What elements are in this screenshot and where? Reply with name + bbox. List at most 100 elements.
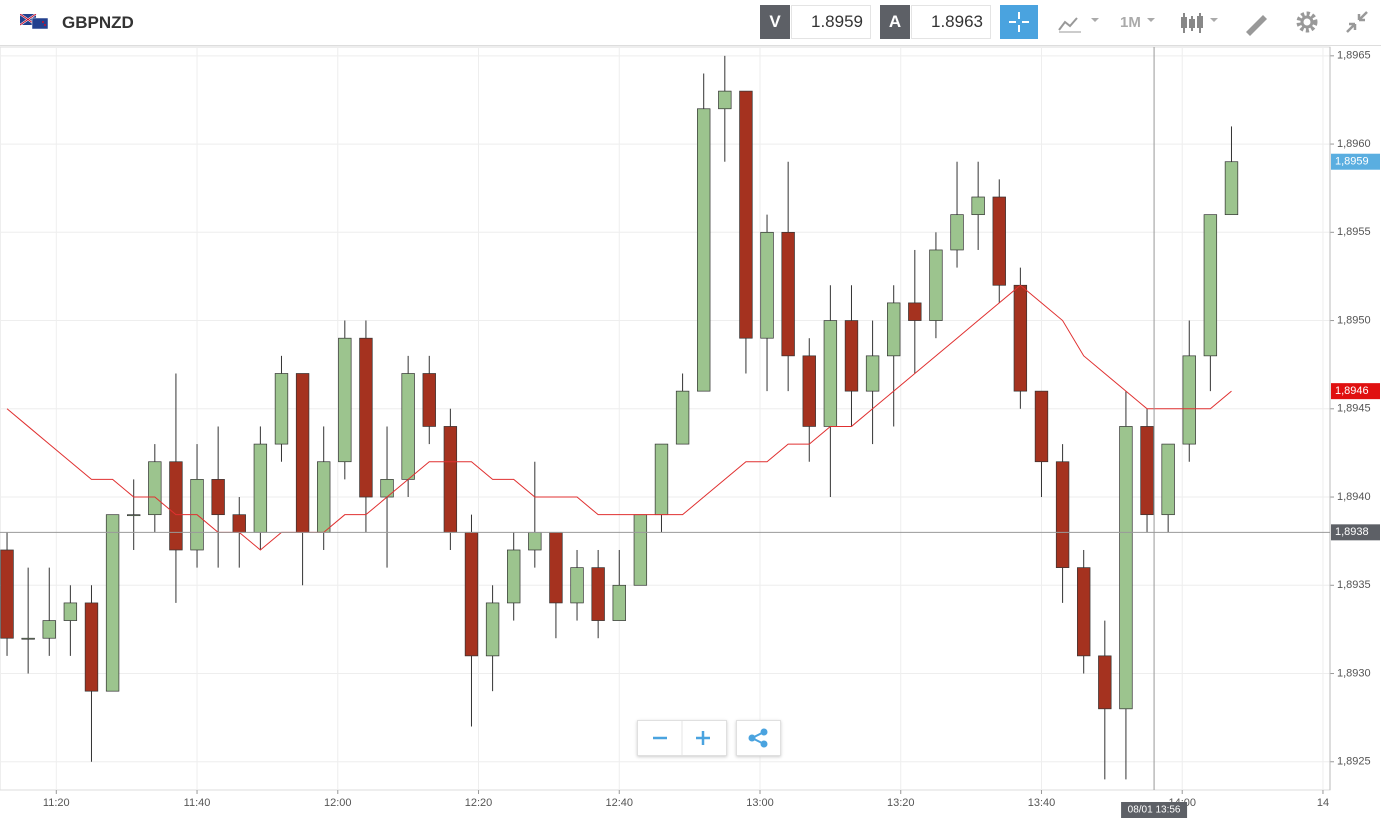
candle-body bbox=[760, 231, 774, 339]
candle-body bbox=[317, 461, 331, 533]
candle-body bbox=[401, 373, 415, 480]
y-tick-label: 1,8925 bbox=[1337, 756, 1371, 768]
price-marker-label: 1,8946 bbox=[1335, 385, 1369, 397]
y-tick-label: 1,8945 bbox=[1337, 403, 1371, 415]
crosshair-price-label: 1,8938 bbox=[1335, 526, 1369, 538]
y-tick-label: 1,8955 bbox=[1337, 226, 1371, 238]
candle-body bbox=[169, 461, 183, 551]
candle-body bbox=[105, 514, 120, 692]
candle-body bbox=[1203, 214, 1218, 357]
x-tick-label: 11:40 bbox=[184, 797, 211, 809]
settings-button[interactable] bbox=[1294, 9, 1320, 35]
timeframe-arrow[interactable] bbox=[1145, 10, 1165, 36]
candle-body bbox=[1161, 443, 1175, 516]
symbol: GBPNZD bbox=[62, 13, 134, 32]
candle-body bbox=[675, 390, 690, 445]
candle-body bbox=[464, 531, 479, 657]
x-tick-label: 12:00 bbox=[324, 797, 352, 809]
candle-body bbox=[1013, 284, 1028, 392]
candle-body bbox=[1055, 461, 1070, 568]
candle-body bbox=[338, 337, 352, 463]
candle-body bbox=[950, 214, 964, 251]
candle-body bbox=[1224, 161, 1239, 216]
sell-price[interactable]: 1.8959 bbox=[791, 5, 871, 39]
x-tick-label: 13:40 bbox=[1028, 797, 1056, 809]
price-marker-label: 1,8959 bbox=[1335, 156, 1369, 168]
candle-body bbox=[274, 373, 289, 445]
zoom-controls bbox=[637, 720, 727, 756]
draw-button[interactable] bbox=[1243, 10, 1269, 36]
candle-body bbox=[1182, 355, 1196, 445]
buy-price[interactable]: 1.8963 bbox=[911, 5, 991, 39]
candle-body bbox=[295, 373, 310, 533]
timeframe[interactable]: 1M bbox=[1120, 14, 1141, 31]
candle-body bbox=[63, 602, 78, 621]
x-tick-label: 14 bbox=[1317, 797, 1329, 809]
candle-body bbox=[443, 426, 458, 533]
y-tick-label: 1,8935 bbox=[1337, 579, 1371, 591]
candle-body bbox=[633, 514, 648, 586]
y-tick-label: 1,8930 bbox=[1337, 667, 1371, 679]
candle-body bbox=[148, 461, 162, 516]
candle-body bbox=[739, 90, 753, 339]
candle-body bbox=[591, 567, 605, 621]
crosshair-price-box bbox=[1331, 524, 1380, 541]
x-tick-label: 13:20 bbox=[887, 797, 915, 809]
candle-body bbox=[654, 443, 669, 516]
candle-body bbox=[211, 479, 225, 516]
x-tick-label: 12:40 bbox=[605, 797, 633, 809]
candle-body bbox=[507, 549, 521, 604]
y-tick-label: 1,8965 bbox=[1337, 50, 1371, 62]
x-tick-label: 13:00 bbox=[746, 797, 774, 809]
x-tick-label: 12:20 bbox=[465, 797, 493, 809]
candle-body bbox=[84, 602, 99, 692]
candle-body bbox=[697, 108, 711, 392]
candle-body bbox=[570, 567, 584, 604]
candle-body bbox=[802, 355, 816, 427]
candle-body bbox=[1098, 655, 1112, 710]
candle-body bbox=[1140, 426, 1154, 516]
crosshair-button[interactable] bbox=[1000, 5, 1038, 39]
candle-body bbox=[359, 337, 373, 498]
flag-icon bbox=[20, 14, 48, 30]
candle-body bbox=[908, 302, 922, 321]
crosshair-time-box bbox=[1121, 802, 1188, 818]
price-marker bbox=[1331, 383, 1380, 400]
candle-body bbox=[528, 531, 542, 551]
candle-body bbox=[887, 302, 901, 357]
candle-body bbox=[21, 637, 35, 640]
candle-body bbox=[485, 602, 500, 657]
x-tick-label: 11:20 bbox=[43, 797, 70, 809]
chart: 1,8925 1,8930 1,8935 1,8940 1,8945 1,8950 1,89… bbox=[0, 46, 1380, 818]
toolbar: GBPNZD V 1.8959 A 1.8963 1M bbox=[0, 0, 1381, 46]
candle-body bbox=[549, 531, 563, 604]
candle-body bbox=[127, 514, 141, 517]
sell-label[interactable]: V bbox=[760, 5, 790, 39]
candle-body bbox=[42, 620, 56, 639]
candle-body bbox=[929, 249, 943, 321]
share-button[interactable] bbox=[736, 720, 781, 756]
zoom-in[interactable] bbox=[696, 731, 710, 745]
candle-body bbox=[992, 196, 1006, 286]
candle-type-button[interactable] bbox=[1178, 10, 1224, 36]
candle-body bbox=[232, 514, 246, 533]
candle-body bbox=[971, 196, 985, 216]
moving-average bbox=[6, 284, 1232, 551]
candle-body bbox=[865, 355, 880, 392]
candle-body bbox=[1119, 426, 1133, 710]
candle-body bbox=[422, 373, 436, 427]
candle-body bbox=[823, 320, 838, 427]
candle-body bbox=[1034, 390, 1049, 463]
price-marker bbox=[1331, 153, 1380, 170]
candle-body bbox=[1077, 567, 1091, 657]
candle-body bbox=[612, 584, 626, 621]
chart-type-button[interactable] bbox=[1055, 10, 1105, 36]
candle-body bbox=[253, 443, 268, 533]
collapse-button[interactable] bbox=[1344, 9, 1370, 35]
y-tick-label: 1,8950 bbox=[1337, 314, 1371, 326]
candle-body bbox=[380, 479, 394, 498]
candle-body bbox=[844, 320, 859, 392]
buy-label[interactable]: A bbox=[880, 5, 910, 39]
candle-body bbox=[0, 549, 14, 639]
